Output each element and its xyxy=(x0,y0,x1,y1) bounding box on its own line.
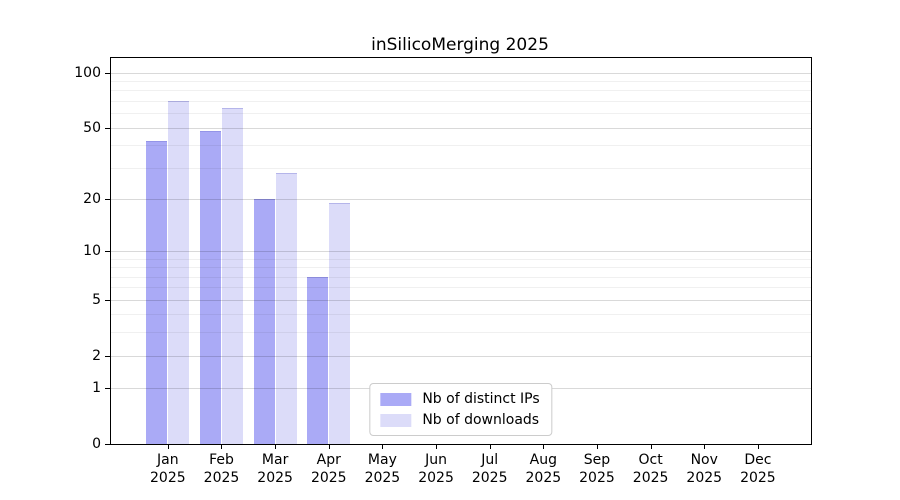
y-tick-mark xyxy=(105,198,111,200)
y-tick-label: 20 xyxy=(83,190,101,207)
x-tick-mark xyxy=(221,444,223,449)
y-tick-mark xyxy=(105,251,111,252)
legend-label-downloads: Nb of downloads xyxy=(422,412,540,428)
x-tick-mark xyxy=(650,444,652,449)
minor-gridline xyxy=(111,100,811,102)
x-tick-label: Nov 2025 xyxy=(686,452,723,486)
x-tick-label: Jul 2025 xyxy=(471,452,508,486)
x-tick-label: Mar 2025 xyxy=(257,452,293,486)
bar-downloads-jan xyxy=(168,100,190,444)
x-tick-mark xyxy=(328,444,330,449)
y-tick-mark xyxy=(105,299,111,301)
y-tick-label: 100 xyxy=(74,64,101,81)
x-tick-label: Jun 2025 xyxy=(418,452,454,486)
bar-distinct-ips-mar xyxy=(253,198,275,444)
y-tick-label: 1 xyxy=(92,380,101,397)
major-gridline xyxy=(111,72,811,74)
legend-swatch-downloads xyxy=(380,413,412,427)
y-tick-mark xyxy=(105,72,111,74)
x-tick-label: Aug 2025 xyxy=(525,452,562,486)
legend: Nb of distinct IPs Nb of downloads xyxy=(369,383,553,436)
x-tick-label: May 2025 xyxy=(364,452,401,486)
bar-distinct-ips-jan xyxy=(146,141,168,444)
legend-swatch-distinct-ips xyxy=(380,392,412,406)
bar-distinct-ips-feb xyxy=(199,130,221,444)
y-tick-label: 0 xyxy=(92,436,101,452)
x-tick-mark xyxy=(436,444,438,449)
bar-downloads-mar xyxy=(275,172,297,444)
plot-area: Nb of distinct IPs Nb of downloads 0 1 2 5 1… xyxy=(74,57,812,486)
legend-label-distinct-ips: Nb of distinct IPs xyxy=(422,391,540,407)
bar-distinct-ips-apr xyxy=(307,276,329,444)
y-tick-mark xyxy=(105,127,111,129)
minor-gridline xyxy=(111,80,811,82)
x-tick-label: Oct 2025 xyxy=(632,452,669,486)
minor-gridline xyxy=(111,113,811,115)
y-tick-label: 50 xyxy=(83,119,101,136)
x-tick-label: Dec 2025 xyxy=(740,452,776,486)
x-tick-mark xyxy=(596,444,598,449)
x-tick-mark xyxy=(275,444,277,449)
x-tick-mark xyxy=(167,444,169,449)
x-tick-label: Apr 2025 xyxy=(310,452,347,486)
x-tick-label: Feb 2025 xyxy=(203,452,240,486)
legend-entry-downloads: Nb of downloads xyxy=(380,413,539,427)
y-tick-label: 2 xyxy=(92,347,101,364)
y-tick-label: 5 xyxy=(92,291,101,308)
x-tick-mark xyxy=(382,444,384,449)
minor-gridline xyxy=(111,90,811,92)
y-tick-mark xyxy=(105,444,111,445)
bar-downloads-feb xyxy=(221,108,243,444)
major-gridline xyxy=(111,127,811,129)
bar-downloads-apr xyxy=(329,202,351,444)
x-tick-mark xyxy=(489,444,491,449)
x-tick-label: Jan 2025 xyxy=(150,452,186,486)
y-tick-mark xyxy=(105,388,111,390)
y-tick-label: 10 xyxy=(83,243,101,259)
x-tick-mark xyxy=(704,444,706,449)
chart-title: inSilicoMerging 2025 xyxy=(371,35,549,55)
x-tick-mark xyxy=(543,444,545,449)
x-tick-label: Sep 2025 xyxy=(579,452,615,486)
legend-entry-distinct-ips: Nb of distinct IPs xyxy=(380,391,540,407)
x-tick-mark xyxy=(757,444,759,449)
y-tick-mark xyxy=(105,355,111,357)
